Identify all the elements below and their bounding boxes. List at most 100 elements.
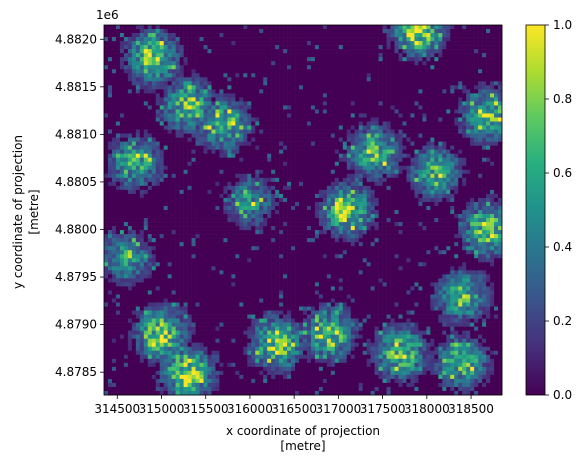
heatmap-cell	[235, 117, 240, 122]
heatmap-cell	[374, 65, 379, 70]
heatmap-cell	[414, 117, 419, 122]
heatmap-cell	[259, 105, 264, 110]
heatmap-cell	[490, 73, 495, 78]
heatmap-cell	[123, 37, 129, 42]
heatmap-cell	[394, 218, 399, 223]
heatmap-cell	[474, 210, 479, 215]
heatmap-cell	[458, 169, 463, 175]
heatmap-cell	[187, 89, 192, 94]
heatmap-cell	[490, 53, 495, 58]
heatmap-cell	[191, 161, 196, 167]
heatmap-cell	[239, 101, 244, 106]
heatmap-cell	[414, 25, 419, 30]
heatmap-cell	[247, 109, 252, 114]
heatmap-cell	[434, 93, 439, 98]
heatmap-cell	[330, 149, 336, 154]
heatmap-cell	[450, 105, 455, 110]
heatmap-cell	[251, 49, 256, 54]
heatmap-cell	[187, 105, 192, 110]
heatmap-cell	[354, 45, 360, 50]
heatmap-cell	[478, 65, 483, 70]
heatmap-cell	[211, 81, 216, 86]
heatmap-cell	[338, 145, 344, 150]
heatmap-cell	[171, 177, 176, 183]
heatmap-cell	[398, 218, 403, 223]
heatmap-cell	[235, 181, 240, 187]
heatmap-cell	[267, 117, 272, 122]
heatmap-cell	[306, 149, 312, 154]
heatmap-cell	[263, 105, 268, 110]
heatmap-cell	[199, 81, 204, 86]
heatmap-cell	[295, 210, 300, 215]
heatmap-cell	[306, 65, 312, 70]
heatmap-cell	[215, 29, 220, 34]
heatmap-cell	[203, 189, 208, 195]
heatmap-cell	[342, 125, 348, 130]
heatmap-cell	[478, 173, 483, 179]
heatmap-cell	[482, 105, 487, 110]
heatmap-cell	[306, 113, 312, 118]
heatmap-cell	[490, 37, 495, 42]
heatmap-cell	[147, 41, 153, 46]
heatmap-cell	[135, 137, 141, 142]
heatmap-cell	[179, 133, 184, 138]
heatmap-cell	[350, 149, 356, 154]
heatmap-cell	[287, 201, 292, 207]
heatmap-cell	[458, 105, 463, 110]
heatmap-cell	[490, 81, 495, 86]
heatmap-cell	[362, 61, 367, 66]
heatmap-cell	[438, 49, 443, 54]
heatmap-cell	[259, 33, 264, 38]
heatmap-cell	[370, 93, 375, 98]
heatmap-cell	[279, 125, 284, 130]
heatmap-cell	[251, 93, 256, 98]
heatmap-cell	[115, 105, 121, 110]
heatmap-cell	[111, 53, 117, 58]
heatmap-cell	[370, 153, 375, 159]
heatmap-cell	[279, 218, 284, 223]
heatmap-cell	[139, 189, 145, 195]
heatmap-cell	[446, 97, 451, 102]
heatmap-cell	[354, 181, 360, 187]
heatmap-cell	[474, 193, 479, 199]
heatmap-cell	[394, 89, 399, 94]
heatmap-cell	[334, 181, 340, 187]
heatmap-cell	[227, 73, 232, 78]
heatmap-cell	[235, 65, 240, 70]
heatmap-cell	[151, 169, 157, 175]
heatmap-cell	[474, 41, 479, 46]
heatmap-cell	[438, 25, 443, 30]
heatmap-cell	[107, 165, 113, 171]
heatmap-cell	[123, 29, 129, 34]
heatmap-cell	[454, 89, 459, 94]
heatmap-cell	[494, 81, 499, 86]
heatmap-cell	[275, 133, 280, 138]
heatmap-cell	[191, 165, 196, 171]
heatmap-cell	[123, 137, 129, 142]
heatmap-cell	[382, 85, 387, 90]
heatmap-cell	[390, 145, 395, 150]
heatmap-cell	[219, 210, 224, 215]
heatmap-cell	[183, 169, 188, 175]
heatmap-cell	[314, 149, 320, 154]
heatmap-cell	[163, 210, 168, 215]
heatmap-cell	[394, 57, 399, 62]
heatmap-cell	[223, 165, 228, 171]
heatmap-cell	[227, 181, 232, 187]
heatmap-cell	[366, 222, 371, 227]
heatmap-cell	[458, 177, 463, 183]
heatmap-cell	[211, 45, 216, 50]
heatmap-cell	[147, 129, 153, 134]
heatmap-cell	[215, 133, 220, 138]
heatmap-cell	[243, 153, 248, 159]
heatmap-cell	[474, 145, 479, 150]
heatmap-cell	[167, 109, 172, 114]
heatmap-cell	[354, 214, 360, 219]
heatmap-cell	[314, 49, 320, 54]
heatmap-cell	[458, 49, 463, 54]
heatmap-cell	[378, 45, 383, 50]
heatmap-cell	[310, 25, 316, 30]
heatmap-cell	[235, 205, 240, 211]
heatmap-cell	[299, 165, 304, 171]
heatmap-cell	[326, 210, 332, 215]
